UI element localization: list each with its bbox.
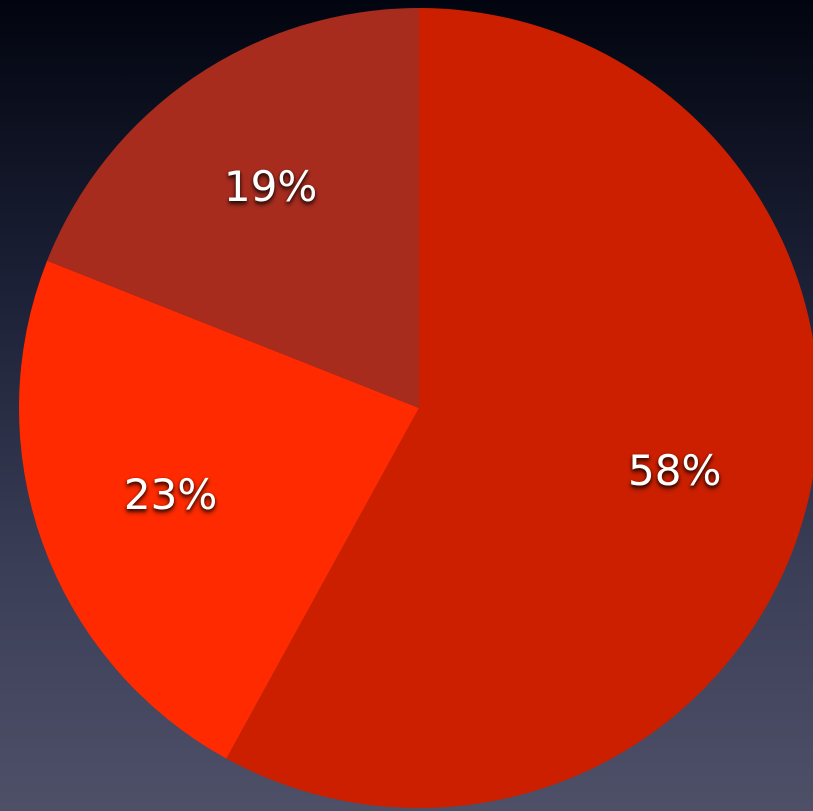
pie-slice-2: [47, 8, 420, 408]
pie-slice-1: [19, 260, 420, 759]
slice-label-1: 23%: [124, 470, 217, 519]
pie-slices: [19, 8, 813, 808]
pie-labels: 58% 23% 19%: [124, 162, 721, 519]
slice-label-2: 19%: [224, 162, 317, 211]
pie-slice-0: [226, 8, 813, 808]
slice-label-0: 58%: [628, 446, 721, 495]
